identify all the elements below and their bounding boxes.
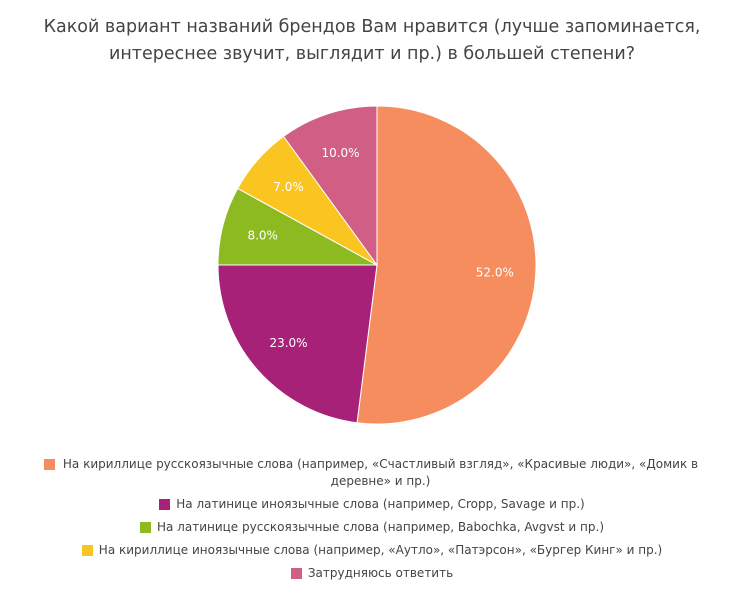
legend-item-5[interactable]: Затрудняюсь ответить: [40, 565, 704, 582]
legend-label-5: Затрудняюсь ответить: [307, 566, 454, 580]
legend-swatch-4: [81, 545, 93, 556]
pie-slice-label-2: 23.0%: [269, 336, 307, 350]
legend-swatch-1: [43, 459, 55, 470]
legend-label-4: На кириллице иноязычные слова (например,…: [98, 543, 663, 557]
legend-label-2: На латинице иноязычные слова (например, …: [176, 497, 585, 511]
legend-label-3: На латинице русскоязычные слова (наприме…: [156, 520, 604, 534]
legend-label-1: На кириллице русскоязычные слова (наприм…: [62, 457, 699, 488]
pie-slice-label-1: 52.0%: [476, 265, 514, 279]
chart-legend: На кириллице русскоязычные слова (наприм…: [40, 456, 704, 588]
pie-slice-1[interactable]: [356, 105, 537, 425]
chart-title-line-1: Какой вариант названий брендов Вам нрави…: [43, 17, 701, 37]
chart-title: Какой вариант названий брендов Вам нрави…: [20, 14, 724, 68]
pie-slice-label-4: 7.0%: [273, 180, 304, 194]
pie-slice-2[interactable]: [217, 264, 378, 424]
pie-slice-5[interactable]: [282, 105, 378, 267]
legend-swatch-3: [139, 522, 151, 533]
pie-slice-label-3: 8.0%: [247, 229, 278, 243]
chart-title-line-2: интереснее звучит, выглядит и пр.) в бол…: [108, 44, 635, 64]
legend-swatch-2: [159, 499, 171, 510]
legend-item-2[interactable]: На латинице иноязычные слова (например, …: [40, 496, 704, 513]
legend-item-3[interactable]: На латинице русскоязычные слова (наприме…: [40, 519, 704, 536]
legend-item-1[interactable]: На кириллице русскоязычные слова (наприм…: [40, 456, 704, 490]
legend-item-4[interactable]: На кириллице иноязычные слова (например,…: [40, 542, 704, 559]
legend-swatch-5: [290, 568, 302, 579]
pie-slice-label-5: 10.0%: [321, 146, 359, 160]
pie-chart: 52.0% 23.0% 8.0% 7.0% 10.0%: [217, 105, 537, 425]
